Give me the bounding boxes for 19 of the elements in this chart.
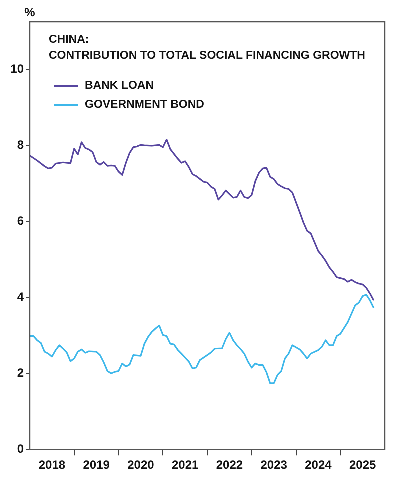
y-tick-label: 4 bbox=[17, 290, 24, 304]
x-tick-label: 2024 bbox=[305, 458, 332, 472]
y-tick-label: 8 bbox=[17, 138, 24, 152]
x-tick-label: 2025 bbox=[349, 458, 376, 472]
y-tick-label: 0 bbox=[17, 442, 24, 456]
x-tick-label: 2018 bbox=[38, 458, 66, 472]
legend-label: GOVERNMENT BOND bbox=[85, 98, 204, 110]
legend-label: BANK LOAN bbox=[85, 80, 154, 92]
y-tick-label: 10 bbox=[10, 62, 24, 76]
text: CHINA: bbox=[49, 33, 90, 48]
x-tick-label: 2021 bbox=[172, 458, 199, 472]
x-tick-label: 2022 bbox=[216, 458, 244, 472]
text: CONTRIBUTION TO TOTAL SOCIAL FINANCING GROWTH bbox=[49, 49, 366, 64]
x-tick-label: 2019 bbox=[83, 458, 110, 472]
y-axis-title: % bbox=[24, 5, 36, 20]
x-tick-label: 2023 bbox=[260, 458, 288, 472]
y-tick-label: 6 bbox=[17, 214, 24, 228]
y-tick-label: 2 bbox=[17, 366, 24, 380]
x-tick-label: 2020 bbox=[128, 458, 155, 472]
